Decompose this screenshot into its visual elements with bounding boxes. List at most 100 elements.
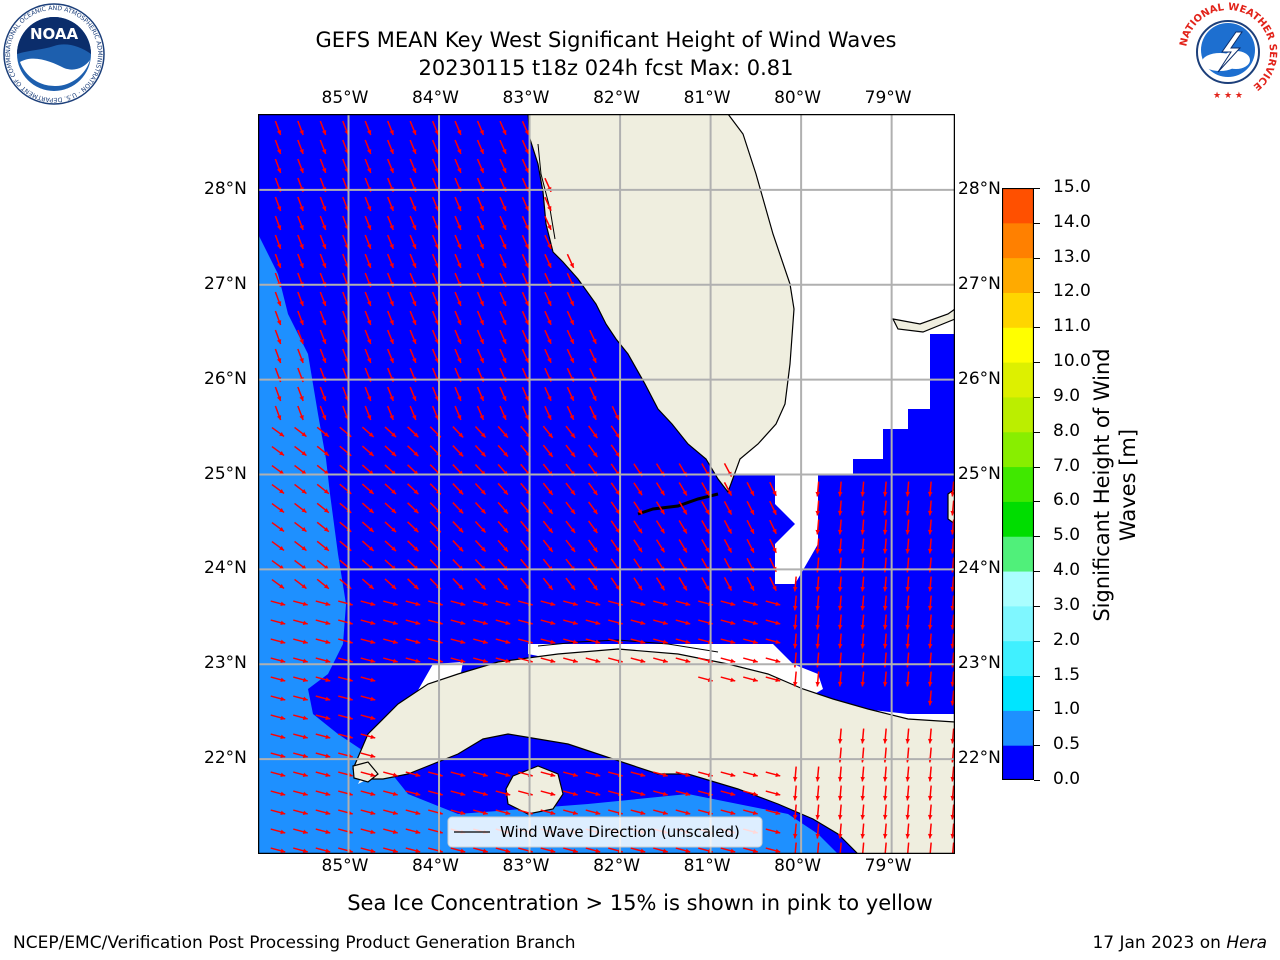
direction-arrow-head — [685, 772, 691, 777]
direction-arrow-head — [479, 224, 484, 230]
direction-arrow-head — [548, 489, 553, 495]
direction-arrow-head — [276, 168, 282, 174]
direction-arrow-head — [412, 243, 417, 249]
direction-arrow-head — [321, 396, 327, 402]
lat-label-left: 23°N — [204, 653, 247, 674]
lon-label-top: 84°W — [412, 88, 459, 108]
direction-arrow-head — [550, 601, 556, 606]
direction-arrow-head — [412, 224, 417, 230]
direction-arrow-head — [837, 510, 843, 516]
direction-arrow-head — [460, 810, 466, 815]
direction-arrow-head — [391, 451, 397, 457]
direction-arrow-head — [662, 620, 668, 625]
direction-arrow-head — [905, 814, 910, 820]
direction-arrow-head — [458, 451, 464, 457]
direction-arrow-head — [301, 584, 307, 589]
direction-arrow-head — [413, 508, 419, 514]
direction-arrow-head — [391, 546, 397, 552]
colorbar-tick-mark — [1034, 605, 1040, 607]
footer-branch: NCEP/EMC/Verification Post Processing Pr… — [13, 933, 576, 953]
noaa-logo: NATIONAL OCEANIC AND ATMOSPHERIC ADMINIS… — [2, 2, 105, 105]
direction-arrow-head — [572, 639, 578, 644]
colorbar-tick-mark — [1034, 292, 1040, 294]
direction-arrow-head — [276, 206, 282, 212]
direction-arrow-head — [730, 639, 736, 644]
colorbar-band — [1002, 396, 1034, 433]
direction-arrow-head — [389, 224, 394, 230]
direction-arrow-head — [662, 772, 668, 777]
direction-arrow-head — [927, 795, 933, 801]
colorbar-tick-mark — [1034, 501, 1040, 503]
direction-arrow — [929, 842, 932, 854]
direction-arrow-head — [882, 795, 888, 801]
direction-arrow-head — [502, 224, 507, 230]
colorbar-tick: 1.0 — [1053, 699, 1081, 720]
direction-arrow-head — [662, 791, 668, 796]
direction-arrow-head — [480, 527, 486, 533]
lon-label-bottom: 80°W — [774, 856, 822, 876]
direction-arrow — [906, 842, 910, 854]
direction-arrow-head — [792, 643, 798, 649]
direction-arrow-head — [550, 791, 556, 796]
direction-arrow-head — [370, 734, 376, 739]
direction-arrow-head — [301, 527, 307, 532]
direction-arrow-head — [705, 528, 710, 534]
direction-arrow-head — [637, 528, 643, 534]
direction-arrow-head — [276, 339, 282, 345]
direction-arrow-head — [299, 168, 304, 174]
direction-arrow-head — [389, 414, 394, 420]
direction-arrow-head — [614, 414, 619, 420]
direction-arrow-head — [837, 795, 843, 801]
direction-arrow-head — [772, 490, 777, 496]
direction-arrow-head — [502, 262, 507, 268]
direction-arrow-head — [302, 772, 308, 777]
direction-arrow-head — [837, 814, 843, 820]
direction-arrow-head — [775, 639, 781, 644]
direction-arrow-head — [389, 338, 394, 344]
direction-arrow-head — [415, 601, 421, 606]
colorbar-tick: 14.0 — [1053, 211, 1091, 232]
colorbar-tick: 11.0 — [1053, 316, 1091, 337]
lat-label-right: 24°N — [958, 558, 1001, 579]
direction-arrow-head — [434, 338, 439, 344]
direction-arrow-head — [570, 528, 576, 533]
direction-arrow-head — [905, 510, 910, 516]
direction-arrow-head — [482, 620, 488, 625]
direction-arrow-head — [392, 620, 398, 625]
lat-label-right: 22°N — [958, 748, 1001, 769]
direction-arrow-head — [547, 224, 552, 230]
land-cuba — [352, 648, 955, 854]
direction-arrow-head — [524, 338, 529, 344]
direction-arrow-head — [321, 339, 327, 345]
direction-arrow-head — [482, 772, 488, 777]
direction-arrow-head — [730, 791, 736, 796]
direction-arrow-head — [730, 601, 736, 606]
direction-arrow-head — [276, 301, 282, 307]
lat-label-right: 23°N — [958, 653, 1001, 674]
direction-arrow-head — [479, 338, 484, 344]
direction-arrow-head — [905, 586, 910, 592]
direction-arrow-head — [389, 205, 394, 211]
direction-arrow-head — [391, 508, 397, 514]
direction-arrow-head — [413, 432, 419, 438]
direction-arrow-head — [503, 432, 508, 438]
direction-arrow-head — [460, 848, 466, 853]
direction-arrow-head — [276, 149, 282, 155]
direction-arrow-head — [299, 320, 304, 326]
direction-arrow-head — [592, 357, 597, 363]
land-yucatan-tip — [352, 761, 379, 783]
direction-arrow-head — [775, 848, 781, 853]
direction-arrow-head — [323, 546, 329, 551]
direction-arrow-head — [280, 658, 286, 663]
direction-arrow-head — [503, 508, 508, 514]
direction-arrow-head — [682, 490, 687, 496]
direction-arrow-head — [860, 833, 865, 839]
direction-arrow-head — [321, 225, 327, 231]
direction-arrow-head — [434, 319, 439, 325]
direction-arrow-head — [927, 643, 933, 649]
direction-arrow-head — [524, 205, 529, 211]
direction-arrow-head — [615, 452, 620, 458]
colorbar-band — [1002, 222, 1034, 259]
direction-arrow-head — [837, 833, 843, 839]
direction-arrow-head — [302, 791, 308, 796]
